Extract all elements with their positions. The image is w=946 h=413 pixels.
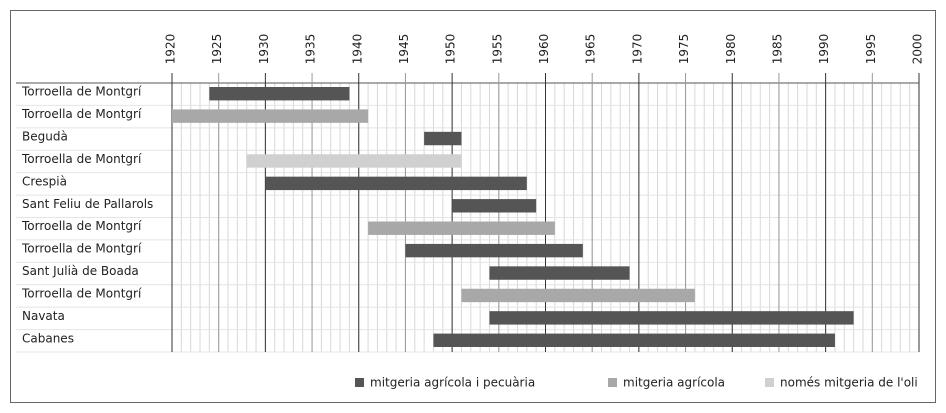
category-label: Sant Julià de Boada <box>22 264 139 278</box>
bar <box>433 333 835 347</box>
bar <box>246 154 462 168</box>
x-tick-label: 1935 <box>304 34 318 65</box>
x-tick-label: 1990 <box>817 34 831 65</box>
x-tick-label: 1930 <box>257 34 271 65</box>
x-tick-label: 1975 <box>677 34 691 65</box>
x-tick-label: 1965 <box>584 34 598 65</box>
category-label: Torroella de Montgrí <box>21 85 142 99</box>
x-tick-label: 2000 <box>911 34 925 65</box>
legend-label: mitgeria agrícola <box>623 376 725 390</box>
x-tick-label: 1950 <box>444 34 458 65</box>
bar <box>461 288 695 303</box>
category-label: Torroella de Montgrí <box>21 286 142 300</box>
bar <box>424 131 462 146</box>
category-label: Navata <box>22 309 65 323</box>
category-label: Cabanes <box>22 331 74 345</box>
x-tick-label: 1940 <box>350 34 364 65</box>
legend-label: mitgeria agrícola i pecuària <box>370 376 535 390</box>
category-label: Sant Feliu de Pallarols <box>22 197 153 211</box>
x-tick-label: 1995 <box>864 34 878 65</box>
x-tick-label: 1925 <box>210 34 224 65</box>
bar <box>452 199 537 213</box>
bar <box>368 221 555 235</box>
legend-swatch <box>355 378 364 387</box>
legend-swatch <box>765 378 774 387</box>
category-label: Torroella de Montgrí <box>21 107 142 121</box>
bar <box>172 109 369 123</box>
bar <box>489 311 854 325</box>
x-tick-label: 1920 <box>164 34 178 65</box>
bar <box>405 243 583 258</box>
category-label: Torroella de Montgrí <box>21 219 142 233</box>
x-tick-label: 1945 <box>397 34 411 65</box>
category-label: Torroella de Montgrí <box>21 242 142 256</box>
bar <box>265 176 527 191</box>
category-label: Torroella de Montgrí <box>21 152 142 166</box>
x-tick-label: 1980 <box>724 34 738 65</box>
x-tick-label: 1955 <box>490 34 504 65</box>
bar <box>489 266 630 280</box>
category-label: Begudà <box>22 130 68 144</box>
legend-label: només mitgeria de l'oli <box>780 376 918 390</box>
category-label: Crespià <box>22 174 67 188</box>
bar <box>209 87 350 101</box>
legend-swatch <box>608 378 617 387</box>
x-tick-label: 1960 <box>537 34 551 65</box>
x-tick-label: 1985 <box>770 34 784 65</box>
frame <box>10 10 936 403</box>
x-tick-label: 1970 <box>630 34 644 65</box>
